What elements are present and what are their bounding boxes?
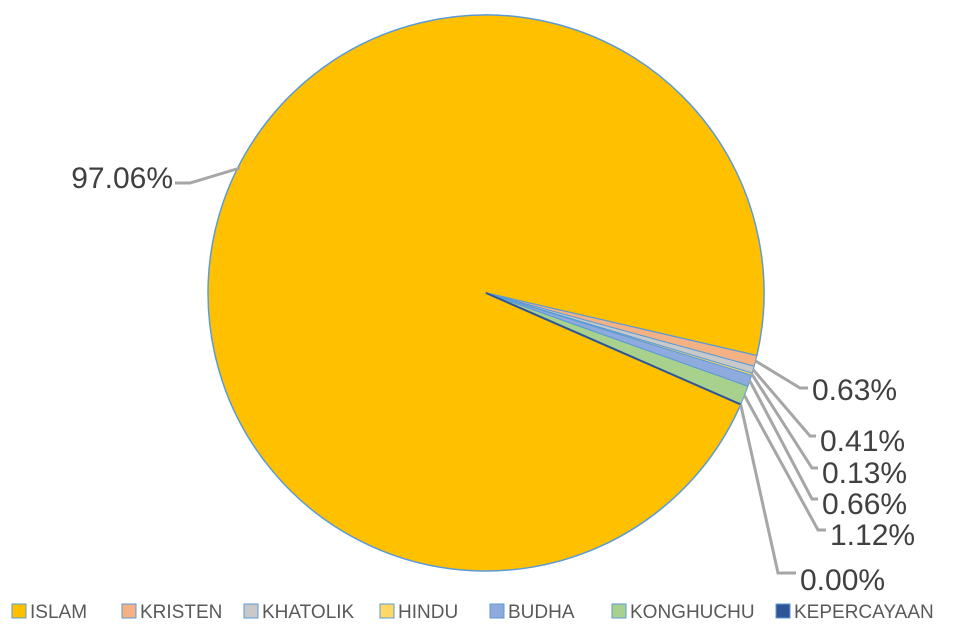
legend-swatch-khatolik xyxy=(243,603,259,619)
data-labels: 97.06% 0.63% 0.41%0.13%0.66%1.12% 0.00% xyxy=(71,162,915,597)
leader-line-kepercayaan xyxy=(739,404,796,575)
legend-item-konghuchu: KONGHUCHU xyxy=(611,602,755,623)
legend-label-islam: ISLAM xyxy=(30,602,87,623)
legend-swatch-hindu xyxy=(379,603,395,619)
data-label-kristen: 0.63% xyxy=(812,374,897,407)
legend-item-khatolik: KHATOLIK xyxy=(243,602,355,623)
legend-item-kristen: KRISTEN xyxy=(121,602,222,623)
legend-label-hindu: HINDU xyxy=(398,602,458,623)
leader-line-budha xyxy=(748,380,818,501)
legend-item-hindu: HINDU xyxy=(379,602,458,623)
data-label-hindu: 0.13% xyxy=(822,457,907,490)
legend-label-kristen: KRISTEN xyxy=(140,602,222,623)
legend-swatch-konghuchu xyxy=(611,603,627,619)
data-label-kepercayaan: 0.00% xyxy=(800,564,885,597)
legend-item-kepercayaan: KEPERCAYAAN xyxy=(775,602,934,623)
data-label-budha: 0.66% xyxy=(822,488,907,521)
data-label-khatolik: 0.41% xyxy=(820,425,905,458)
legend-label-kepercayaan: KEPERCAYAAN xyxy=(794,602,934,623)
leader-line-kristen xyxy=(754,359,808,390)
legend-swatch-kristen xyxy=(121,603,137,619)
leader-line-hindu xyxy=(750,373,818,470)
legend-swatch-kepercayaan xyxy=(775,603,791,619)
leader-line-konghuchu xyxy=(743,394,826,532)
data-label-konghuchu: 1.12% xyxy=(830,519,915,552)
legend-label-khatolik: KHATOLIK xyxy=(262,602,355,623)
legend-swatch-islam xyxy=(11,603,27,619)
legend-label-budha: BUDHA xyxy=(508,602,575,623)
legend-swatch-budha xyxy=(489,603,505,619)
legend-item-budha: BUDHA xyxy=(489,602,575,623)
legend-item-islam: ISLAM xyxy=(11,602,87,623)
leader-line-islam xyxy=(175,166,241,185)
pie-slices xyxy=(207,14,765,572)
leader-line-khatolik xyxy=(752,368,816,438)
leader-lines xyxy=(175,166,826,575)
pie-slice-kepercayaan xyxy=(485,292,742,406)
legend: ISLAM KRISTEN KHATOLIK HINDU BUDHA KONGHUCHU K… xyxy=(11,602,934,623)
data-label-islam: 97.06% xyxy=(71,162,173,195)
legend-label-konghuchu: KONGHUCHU xyxy=(630,602,755,623)
